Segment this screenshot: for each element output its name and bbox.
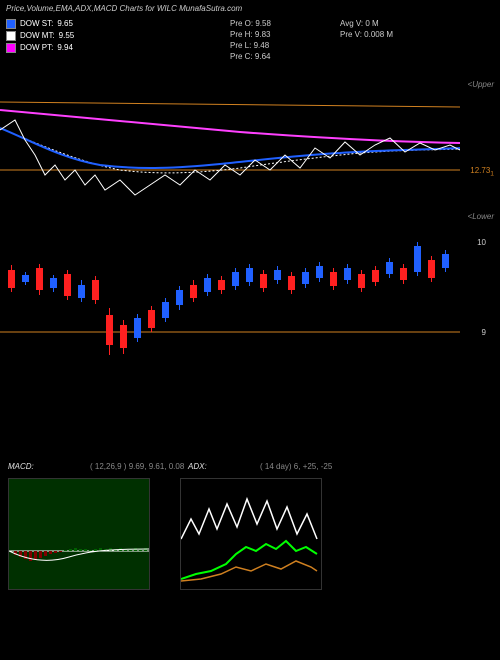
pre-h: Pre H: 9.83 xyxy=(230,29,271,40)
price-ema-svg xyxy=(0,80,460,220)
lower-label: <Lower xyxy=(468,212,494,221)
adx-box xyxy=(180,478,322,590)
legend-mt: DOW MT: 9.55 xyxy=(6,30,74,42)
macd-label: MACD: xyxy=(8,462,34,471)
upper-label: <Upper xyxy=(468,80,494,89)
pre-v: Pre V: 0.008 M xyxy=(340,29,393,40)
pre-o: Pre O: 9.58 xyxy=(230,18,271,29)
axis-9: 9 xyxy=(482,328,486,337)
pre-c: Pre C: 9.64 xyxy=(230,51,271,62)
legend-mt-label: DOW MT: xyxy=(20,30,55,42)
legend-pt-value: 9.94 xyxy=(57,42,73,54)
legend-st: DOW ST: 9.65 xyxy=(6,18,74,30)
chart-title: Price,Volume,EMA,ADX,MACD Charts for WIL… xyxy=(6,4,242,13)
swatch-mt xyxy=(6,31,16,41)
avg-stats: Avg V: 0 M Pre V: 0.008 M xyxy=(340,18,393,40)
swatch-st xyxy=(6,19,16,29)
legend-st-label: DOW ST: xyxy=(20,18,53,30)
avg-v: Avg V: 0 M xyxy=(340,18,393,29)
legend: DOW ST: 9.65 DOW MT: 9.55 DOW PT: 9.94 xyxy=(6,18,74,54)
macd-svg xyxy=(9,479,149,589)
axis-10: 10 xyxy=(477,238,486,247)
ref-line-value: 12.731 xyxy=(470,166,494,178)
pre-l: Pre L: 9.48 xyxy=(230,40,271,51)
candle-panel xyxy=(0,230,460,360)
swatch-pt xyxy=(6,43,16,53)
adx-label: ADX: xyxy=(188,462,207,471)
legend-mt-value: 9.55 xyxy=(59,30,75,42)
macd-params: ( 12,26,9 ) 9.69, 9.61, 0.08 xyxy=(90,462,184,471)
adx-params: ( 14 day) 6, +25, -25 xyxy=(260,462,332,471)
pre-stats: Pre O: 9.58 Pre H: 9.83 Pre L: 9.48 Pre … xyxy=(230,18,271,62)
macd-box xyxy=(8,478,150,590)
candle-svg xyxy=(0,230,460,360)
legend-pt-label: DOW PT: xyxy=(20,42,53,54)
price-ema-panel xyxy=(0,80,460,220)
legend-st-value: 9.65 xyxy=(57,18,73,30)
legend-pt: DOW PT: 9.94 xyxy=(6,42,74,54)
adx-svg xyxy=(181,479,321,589)
